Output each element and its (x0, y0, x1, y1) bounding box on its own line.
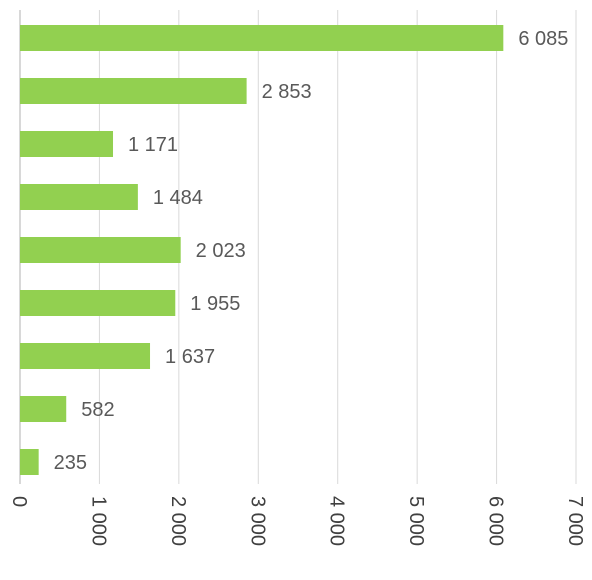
bars (20, 25, 504, 475)
x-tick-label: 2 000 (167, 496, 189, 546)
x-tick-label: 7 000 (564, 496, 586, 546)
data-labels: 6 085 2 853 1 171 1 484 2 023 1 955 1 637 582 23… (54, 28, 569, 474)
bar-value-label: 1 955 (190, 293, 240, 315)
bar-value-label: 1 171 (128, 134, 178, 156)
bar (20, 131, 114, 157)
bar (20, 237, 181, 263)
x-tick-label: 6 000 (485, 496, 507, 546)
bar (20, 290, 176, 316)
bar-value-label: 235 (54, 452, 87, 474)
bar (20, 449, 39, 475)
x-tick-label: 4 000 (326, 496, 348, 546)
x-axis-tick-labels: 0 1 000 2 000 3 000 4 000 5 000 6 000 7 000 (8, 496, 586, 546)
bar (20, 25, 504, 51)
bar (20, 343, 151, 369)
bar-value-label: 2 853 (262, 81, 312, 103)
bar (20, 396, 67, 422)
bar-value-label: 2 023 (196, 240, 246, 262)
bar (20, 78, 247, 104)
bar-value-label: 1 637 (165, 346, 215, 368)
x-tick-label: 3 000 (246, 496, 268, 546)
x-tick-label: 1 000 (87, 496, 109, 546)
bar-value-label: 6 085 (518, 28, 568, 50)
bar-value-label: 582 (81, 399, 114, 421)
bar-value-label: 1 484 (153, 187, 203, 209)
bar (20, 184, 138, 210)
x-tick-label: 5 000 (405, 496, 427, 546)
x-tick-label: 0 (8, 496, 30, 507)
